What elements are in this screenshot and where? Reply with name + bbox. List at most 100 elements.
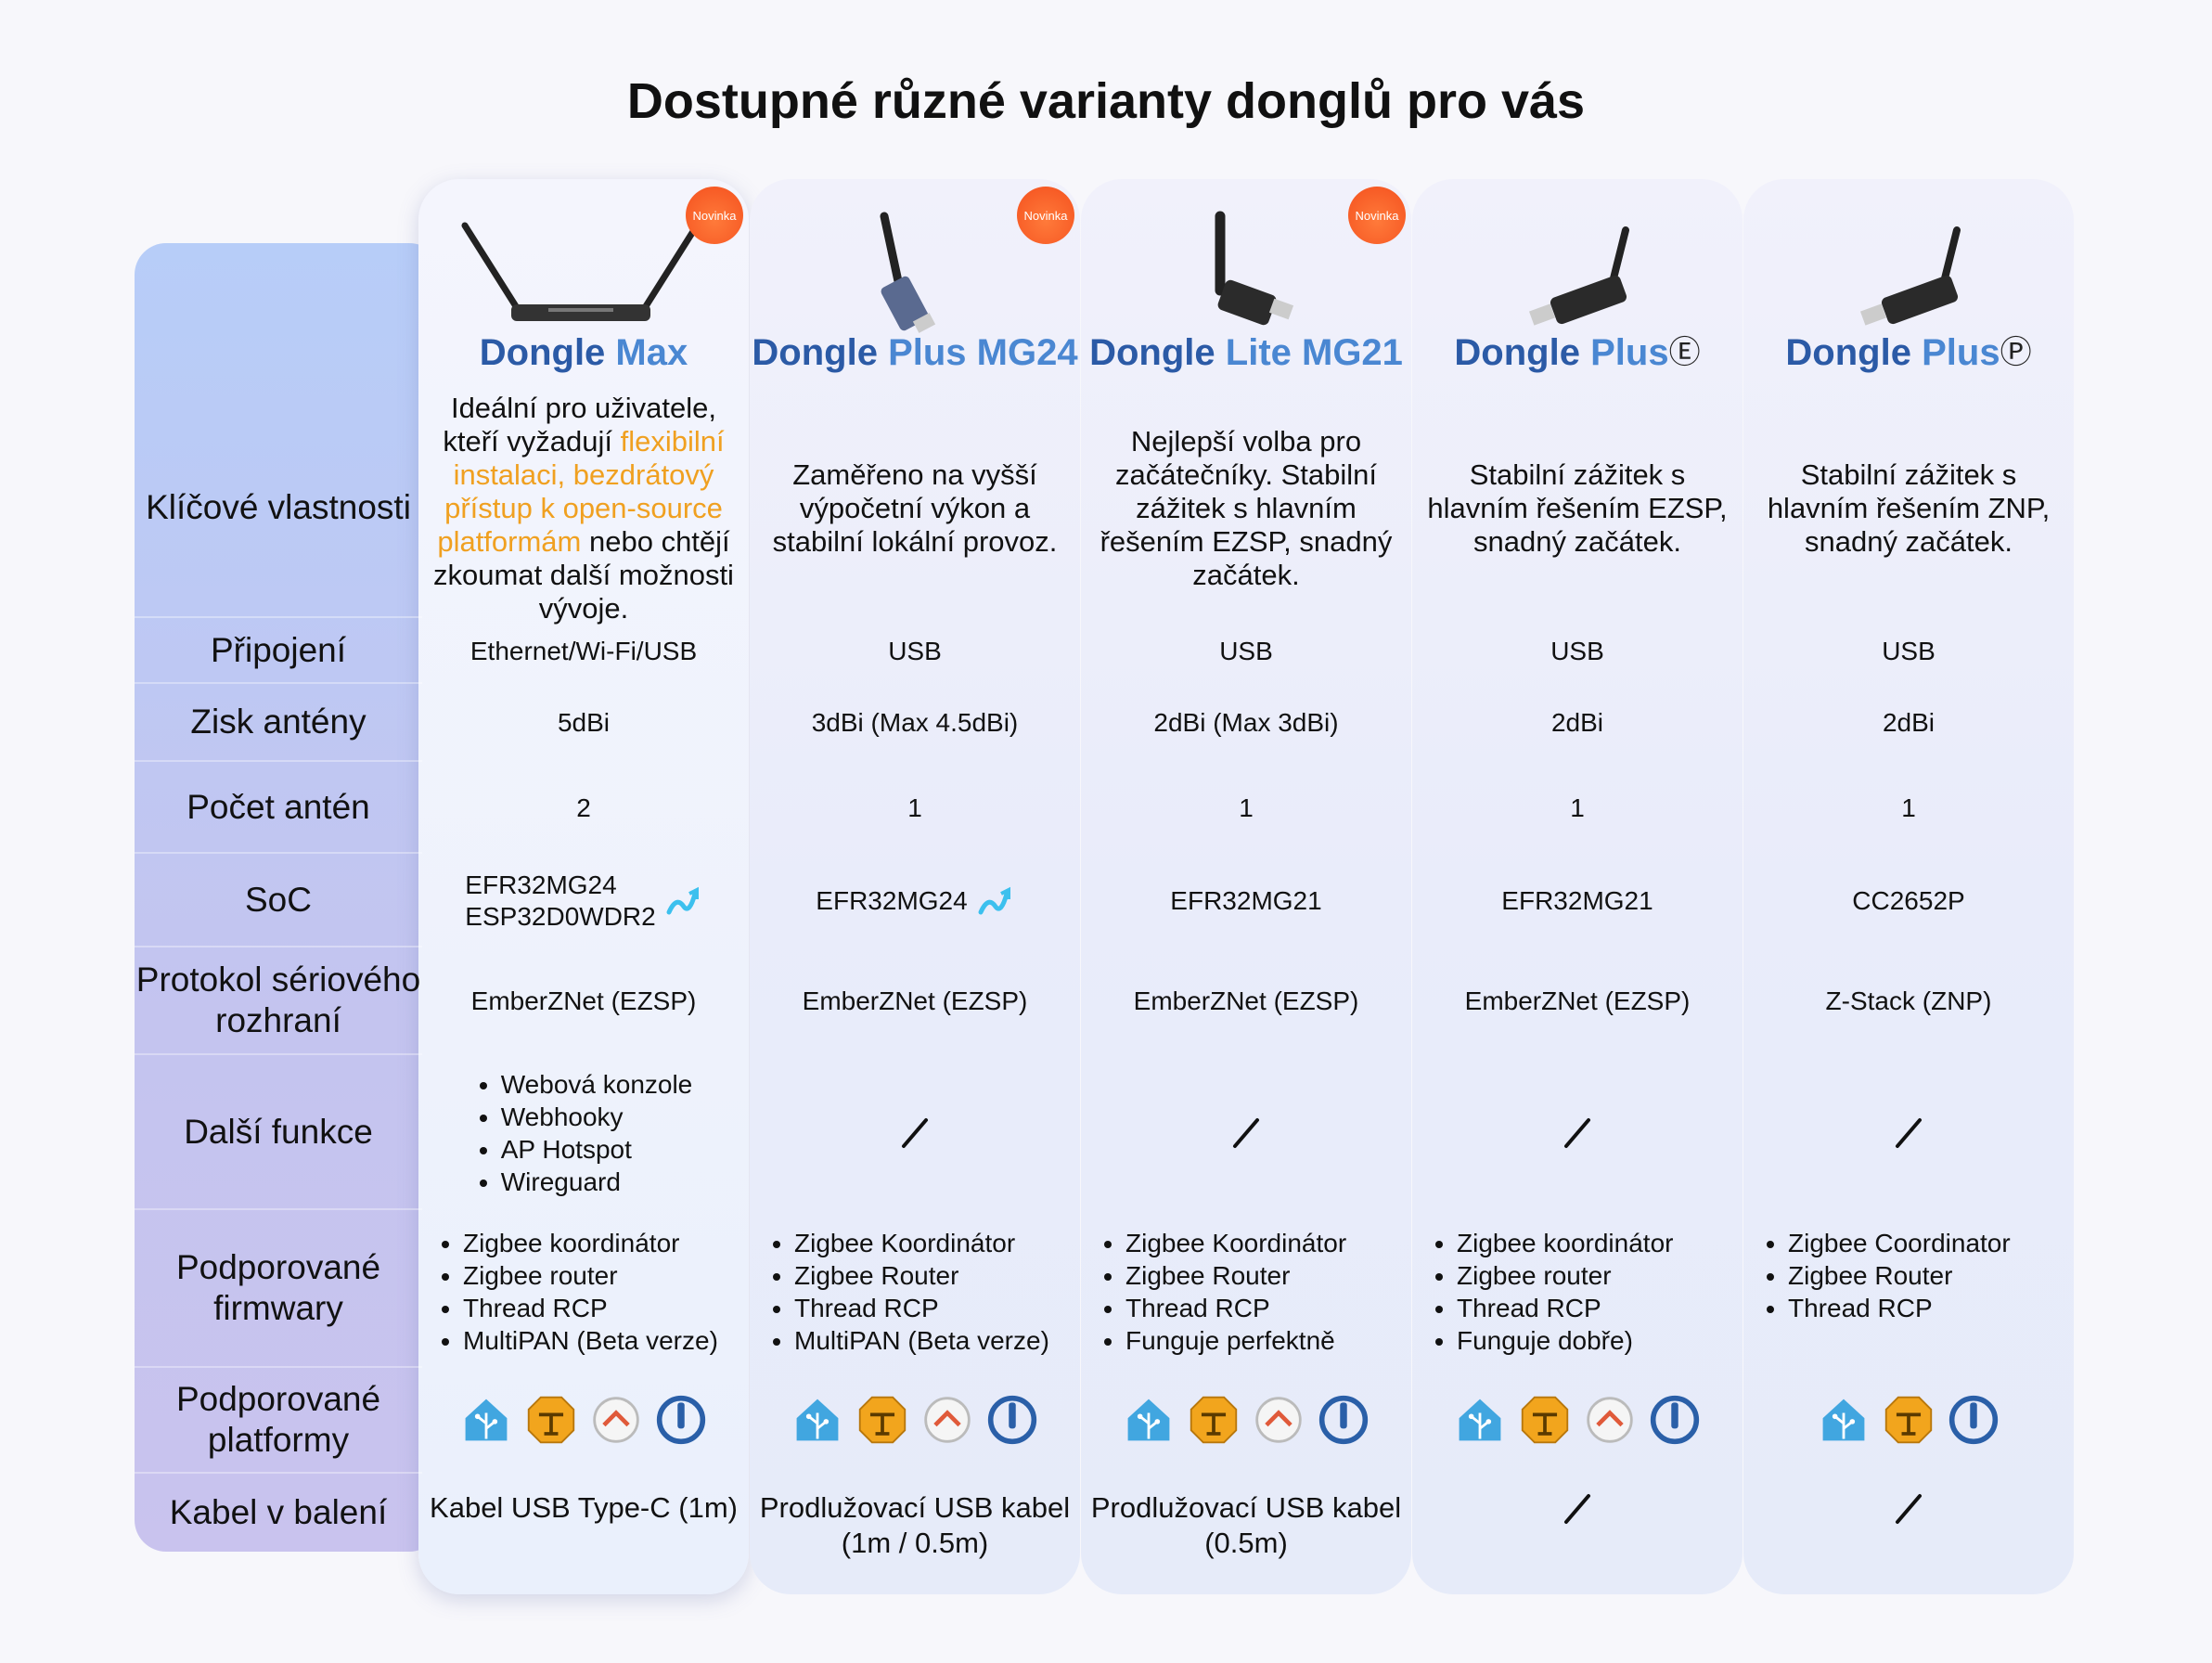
firmware-item: Funguje dobře) xyxy=(1457,1324,1673,1357)
platform-icon xyxy=(1519,1394,1571,1446)
product-name: Dongle Plus MG24 xyxy=(752,325,1077,380)
platform-icon xyxy=(791,1394,843,1446)
platform-icons xyxy=(750,1394,1080,1446)
row-label: Kabel v balení xyxy=(169,1493,388,1531)
product-column: Dongle Plus Ⓟ Stabilní zážitek s hlavním ř… xyxy=(1743,179,2074,1594)
protocol: EmberZNet (EZSP) xyxy=(1464,986,1691,1015)
cable-cell xyxy=(1421,1474,1733,1576)
row-label: Protokol sériového rozhraní xyxy=(135,948,422,1055)
firmware-item: Zigbee Koordinátor xyxy=(1125,1227,1346,1259)
antenna-gain: 3dBi (Max 4.5dBi) xyxy=(811,708,1019,737)
key-features-text: Stabilní zážitek s hlavním řešením EZSP,… xyxy=(1425,458,1730,559)
key-features: Nejlepší volba pro začátečníky. Stabilní… xyxy=(1090,399,1402,618)
antenna-gain-cell: 5dBi xyxy=(428,684,739,762)
platform-icons xyxy=(1743,1394,2074,1446)
row-label: Zisk antény xyxy=(135,684,422,762)
row-label: Klíčové vlastnosti xyxy=(135,399,422,618)
row-label: Připojení xyxy=(135,618,422,684)
firmware-item: Thread RCP xyxy=(463,1292,718,1324)
product-name: Dongle Plus Ⓟ xyxy=(1753,325,2064,380)
key-features-text: Zaměřeno na vyšší výpočetní výkon a stab… xyxy=(763,458,1067,559)
firmware-item: Zigbee Router xyxy=(1125,1259,1346,1292)
soc-list: EFR32MG21 xyxy=(1501,885,1653,917)
antenna-count: 1 xyxy=(1901,793,1916,822)
feature-text: Zaměřeno na vyšší výpočetní výkon a stab… xyxy=(772,458,1058,558)
platform-icon xyxy=(1948,1394,2000,1446)
product-model: Lite MG21 xyxy=(1225,332,1403,373)
soc: EFR32MG24 xyxy=(465,870,617,899)
protocol: EmberZNet (EZSP) xyxy=(470,986,697,1015)
product-model: Plus xyxy=(1922,332,2000,373)
platform-icon xyxy=(1188,1394,1240,1446)
platform-icon xyxy=(1253,1394,1305,1446)
row-label: Podporované firmwary xyxy=(135,1210,422,1368)
connection-cell: USB xyxy=(1421,618,1733,684)
feature-text: Nejlepší volba pro začátečníky. Stabilní… xyxy=(1100,425,1393,591)
upgrade-icon xyxy=(666,886,699,914)
firmware-item: Zigbee koordinátor xyxy=(463,1227,718,1259)
connection: Ethernet/Wi-Fi/USB xyxy=(469,636,698,665)
firmware-list: Zigbee KoordinátorZigbee RouterThread RC… xyxy=(768,1227,1049,1357)
protocol-cell: EmberZNet (EZSP) xyxy=(428,948,739,1055)
antenna-gain: 2dBi xyxy=(1882,708,1936,737)
connection-cell: Ethernet/Wi-Fi/USB xyxy=(428,618,739,684)
firmware-cell: Zigbee koordinátorZigbee routerThread RC… xyxy=(428,1210,739,1368)
product-column: Novinka Dongle Plus MG24 Zaměřeno na vyšší… xyxy=(750,179,1080,1594)
row-label: SoC xyxy=(135,854,422,948)
connection-cell: USB xyxy=(759,618,1071,684)
platform-icon xyxy=(590,1394,642,1446)
product-name: Dongle Plus Ⓔ xyxy=(1421,325,1733,380)
product-model: Max xyxy=(615,332,688,373)
cable: Kabel USB Type-C (1m) xyxy=(430,1491,738,1524)
antenna-count: 1 xyxy=(1239,793,1254,822)
key-features-text: Nejlepší volba pro začátečníky. Stabilní… xyxy=(1094,425,1398,592)
none-mark xyxy=(1896,1494,1922,1524)
firmware-list: Zigbee koordinátorZigbee routerThread RC… xyxy=(1431,1227,1673,1357)
firmware-item: Thread RCP xyxy=(1788,1292,2011,1324)
product-image xyxy=(1215,211,1294,326)
connection-cell: USB xyxy=(1753,618,2064,684)
soc: EFR32MG24 xyxy=(816,885,968,915)
feature-text: Ideální pro uživatele, kteří vyžadují xyxy=(443,392,717,458)
product-series: Dongle xyxy=(479,332,606,373)
antenna-count-cell: 1 xyxy=(759,762,1071,854)
soc: CC2652P xyxy=(1852,885,1965,915)
antenna-gain: 2dBi xyxy=(1550,708,1604,737)
platform-icon xyxy=(1649,1394,1701,1446)
antenna-gain: 2dBi (Max 3dBi) xyxy=(1153,708,1339,737)
firmware-item: Zigbee router xyxy=(463,1259,718,1292)
antenna-count-cell: 2 xyxy=(428,762,739,854)
key-features: Stabilní zážitek s hlavním řešením EZSP,… xyxy=(1421,399,1733,618)
platform-icon xyxy=(525,1394,577,1446)
antenna-gain-cell: 2dBi xyxy=(1753,684,2064,762)
extra-cell xyxy=(1090,1055,1402,1210)
cable: Prodlužovací USB kabel (0.5m) xyxy=(1090,1491,1402,1559)
firmware-item: MultiPAN (Beta verze) xyxy=(794,1324,1049,1357)
feature-text: nebo chtějí zkoumat další možnosti vývoj… xyxy=(433,525,734,625)
none-mark xyxy=(1233,1117,1259,1148)
extra-cell xyxy=(1753,1055,2064,1210)
soc-cell: EFR32MG24 ESP32D0WDR2 xyxy=(428,854,739,948)
key-features-text: Ideální pro uživatele, kteří vyžadují fl… xyxy=(431,392,736,625)
platform-icon xyxy=(460,1394,512,1446)
connection-cell: USB xyxy=(1090,618,1402,684)
firmware-cell: Zigbee KoordinátorZigbee RouterThread RC… xyxy=(759,1210,1071,1368)
soc-cell: EFR32MG24 xyxy=(759,854,1071,948)
firmware-list: Zigbee koordinátorZigbee routerThread RC… xyxy=(437,1227,718,1357)
product-model: Plus xyxy=(1590,332,1669,373)
product-image xyxy=(461,222,701,321)
key-features: Zaměřeno na vyšší výpočetní výkon a stab… xyxy=(759,399,1071,618)
product-column: Novinka Dongle Max Ideální pro uživatele, … xyxy=(418,179,749,1594)
firmware-item: Zigbee koordinátor xyxy=(1457,1227,1673,1259)
firmware-item: Funguje perfektně xyxy=(1125,1324,1346,1357)
product-image xyxy=(1528,226,1629,326)
new-badge: Novinka xyxy=(686,187,743,244)
firmware-item: Zigbee router xyxy=(1457,1259,1673,1292)
cable-cell: Kabel USB Type-C (1m) xyxy=(428,1474,739,1576)
antenna-count: 2 xyxy=(576,793,591,822)
protocol-cell: EmberZNet (EZSP) xyxy=(1090,948,1402,1055)
platform-icons xyxy=(1412,1394,1743,1446)
firmware-item: Thread RCP xyxy=(794,1292,1049,1324)
connection: USB xyxy=(1219,636,1273,665)
key-features: Ideální pro uživatele, kteří vyžadují fl… xyxy=(428,392,739,625)
